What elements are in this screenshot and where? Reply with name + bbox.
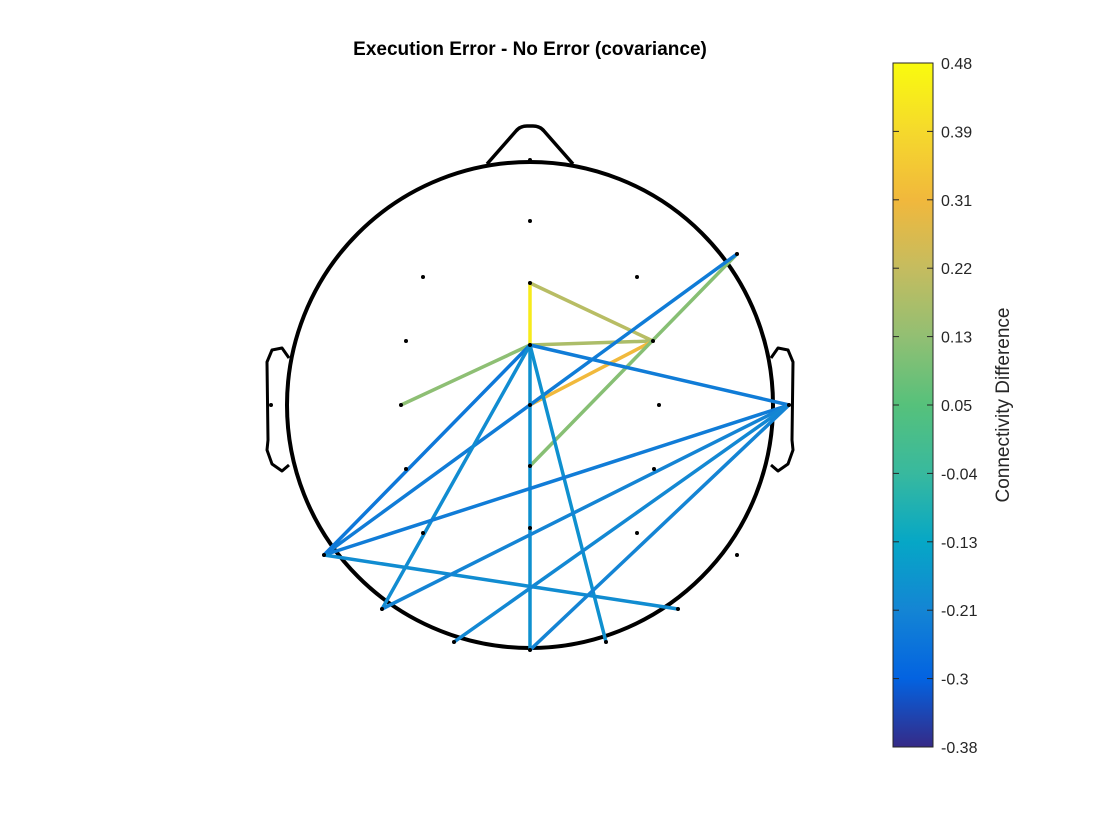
electrode-occipital-midline xyxy=(528,648,532,652)
colorbar-tick-label: -0.3 xyxy=(941,672,969,689)
electrode-right-frontocentral xyxy=(651,339,655,343)
electrode-right-central xyxy=(657,403,661,407)
colorbar-tick-label: -0.13 xyxy=(941,535,978,552)
connection-line-central-midline-upper-to-left-temporal-posterior xyxy=(322,343,532,557)
connection-line-frontal-midline-to-right-frontocentral xyxy=(528,281,655,343)
connection-line-central-midline-upper-to-left-occipitotemporal xyxy=(380,343,532,611)
electrode-right-centroparietal xyxy=(652,467,656,471)
connection-lines xyxy=(322,252,791,652)
electrode-left-prefrontal xyxy=(421,275,425,279)
colorbar-tick-label: -0.21 xyxy=(941,603,978,620)
colorbar-label: Connectivity Difference xyxy=(993,307,1014,502)
electrode-central-midline-lower xyxy=(528,403,532,407)
electrode-left-occipitotemporal xyxy=(380,607,384,611)
colorbar-tick-label: 0.48 xyxy=(941,56,972,73)
colorbar-tick-label: -0.04 xyxy=(941,466,978,483)
connection-line-central-midline-upper-to-right-frontocentral xyxy=(528,339,655,347)
right-ear-outline xyxy=(769,346,795,473)
electrode-right-occipitotemporal xyxy=(676,607,680,611)
colorbar-tick-label: 0.31 xyxy=(941,193,972,210)
colorbar-tick-label: 0.39 xyxy=(941,124,972,141)
electrode-markers xyxy=(269,158,791,652)
connection-line-left-temporal-posterior-to-right-occipitotemporal xyxy=(322,553,680,611)
connection-line-right-temporal-to-occipital-midline xyxy=(528,403,791,652)
electrode-right-prefrontal xyxy=(635,275,639,279)
electrode-parietal-midline xyxy=(528,526,532,530)
connection-line-central-midline-upper-to-right-occipital xyxy=(528,343,608,644)
colorbar-gradient xyxy=(892,62,934,748)
connection-line-central-midline-upper-to-left-central xyxy=(399,343,532,407)
electrode-central-midline-upper xyxy=(528,343,532,347)
electrode-left-frontocentral xyxy=(404,339,408,343)
electrode-prefrontal-midline xyxy=(528,219,532,223)
connection-line-right-temporal-to-left-occipitotemporal xyxy=(380,403,791,611)
electrode-left-occipital xyxy=(452,640,456,644)
electrode-nasion-midline xyxy=(528,158,532,162)
electrode-right-temporal-posterior xyxy=(735,553,739,557)
connection-line-central-midline-lower-to-right-frontocentral xyxy=(528,339,655,407)
electrode-right-frontal-edge xyxy=(735,252,739,256)
electrode-frontal-midline xyxy=(528,281,532,285)
colorbar-ticks: 0.48 0.39 0.31 0.22 0.13 0.05 -0.04 -0.13 -0.21 -… xyxy=(893,56,978,757)
connection-line-centroparietal-midline-to-right-frontal-edge xyxy=(528,252,739,468)
colorbar: 0.48 0.39 0.31 0.22 0.13 0.05 -0.04 -0.13 -0.21 -… xyxy=(892,56,1014,757)
colorbar-tick-label: 0.05 xyxy=(941,398,972,415)
electrode-left-central xyxy=(399,403,403,407)
colorbar-tick-label: 0.13 xyxy=(941,330,972,347)
connection-line-central-midline-upper-to-right-temporal xyxy=(528,343,791,407)
electrode-left-parietal xyxy=(421,531,425,535)
colorbar-tick-label: -0.38 xyxy=(941,740,978,757)
electrode-right-temporal xyxy=(787,403,791,407)
nose-outline xyxy=(485,124,575,166)
left-ear-outline xyxy=(265,346,291,473)
electrode-right-parietal xyxy=(635,531,639,535)
electrode-left-ear xyxy=(269,403,273,407)
electrode-right-occipital xyxy=(604,640,608,644)
colorbar-tick-label: 0.22 xyxy=(941,261,972,278)
electrode-left-temporal-posterior xyxy=(322,553,326,557)
connection-line-left-temporal-posterior-to-right-temporal xyxy=(322,403,791,557)
connection-line-right-temporal-to-left-occipital xyxy=(452,403,791,644)
figure-title: Execution Error - No Error (covariance) xyxy=(353,39,707,60)
electrode-centroparietal-midline xyxy=(528,464,532,468)
electrode-left-centroparietal xyxy=(404,467,408,471)
